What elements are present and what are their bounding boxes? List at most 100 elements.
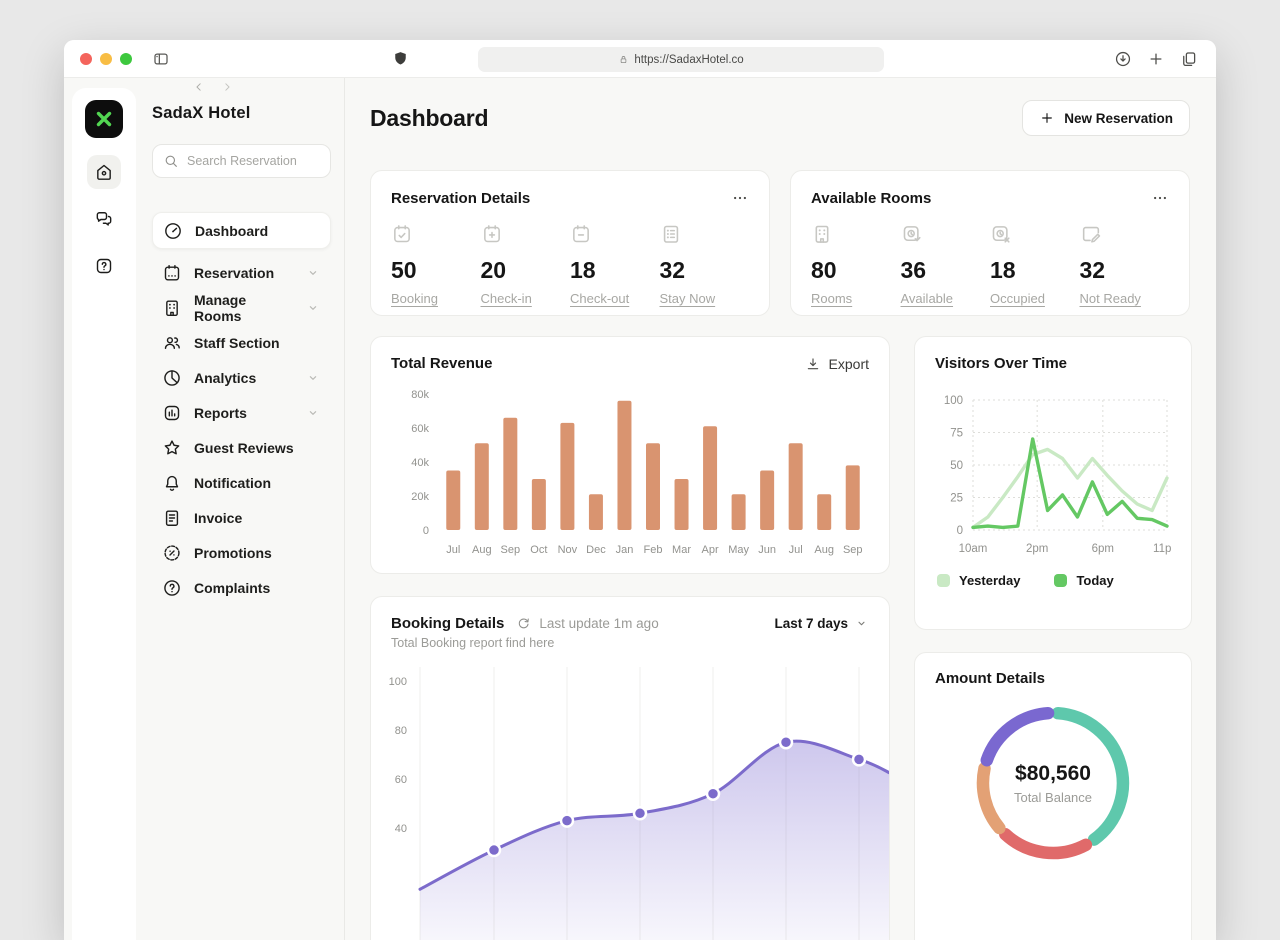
svg-text:May: May bbox=[728, 544, 749, 556]
zoom-window-button[interactable] bbox=[120, 53, 132, 65]
clipboard-edit-icon bbox=[1080, 223, 1102, 245]
chevron-down-icon[interactable] bbox=[305, 300, 321, 316]
export-button[interactable]: Export bbox=[805, 356, 869, 372]
sidebar-item-analytics[interactable]: Analytics bbox=[152, 360, 331, 395]
chrome-actions bbox=[1114, 50, 1198, 68]
rail-help-button[interactable] bbox=[87, 249, 121, 283]
legend-item-yesterday: Yesterday bbox=[937, 573, 1020, 588]
svg-text:80: 80 bbox=[395, 725, 407, 737]
stat-value: 50 bbox=[391, 257, 417, 283]
close-window-button[interactable] bbox=[80, 53, 92, 65]
stat-value: 18 bbox=[990, 257, 1016, 283]
svg-text:100: 100 bbox=[944, 395, 963, 407]
sidebar-item-reports[interactable]: Reports bbox=[152, 395, 331, 430]
sidebar-item-promotions[interactable]: Promotions bbox=[152, 535, 331, 570]
stat-value: 18 bbox=[570, 257, 596, 283]
sidebar-item-label: Dashboard bbox=[195, 222, 269, 239]
stat-label[interactable]: Occupied bbox=[990, 291, 1045, 306]
sidebar-item-label: Reservation bbox=[194, 264, 275, 281]
app-logo[interactable] bbox=[85, 100, 123, 138]
downloads-icon[interactable] bbox=[1114, 50, 1132, 68]
address-bar[interactable]: https://SadaxHotel.co bbox=[478, 47, 884, 72]
sidebar-item-dashboard[interactable]: Dashboard bbox=[152, 212, 331, 249]
privacy-shield-icon[interactable] bbox=[392, 50, 409, 67]
chart-legend: Yesterday Today bbox=[937, 573, 1171, 588]
date-range-dropdown[interactable]: Last 7 days bbox=[774, 616, 869, 631]
svg-text:60k: 60k bbox=[411, 423, 429, 435]
new-tab-icon[interactable] bbox=[1147, 50, 1165, 68]
building-icon bbox=[162, 298, 182, 318]
minimize-window-button[interactable] bbox=[100, 53, 112, 65]
card-title: Available Rooms bbox=[811, 189, 932, 207]
stat-label[interactable]: Not Ready bbox=[1079, 291, 1141, 306]
card-menu-button[interactable] bbox=[1151, 189, 1169, 207]
stat-label[interactable]: Available bbox=[900, 291, 954, 306]
sidebar-item-label: Staff Section bbox=[194, 334, 280, 351]
stat-rooms: 80 Rooms bbox=[811, 223, 901, 308]
svg-text:6pm: 6pm bbox=[1092, 543, 1114, 555]
refresh-icon[interactable] bbox=[516, 616, 531, 631]
svg-text:Jul: Jul bbox=[789, 544, 803, 556]
svg-text:Sep: Sep bbox=[501, 544, 521, 556]
chevron-down-icon[interactable] bbox=[305, 265, 321, 281]
reservation-details-card: Reservation Details 50 Booking bbox=[370, 170, 770, 316]
stat-stay-now: 32 Stay Now bbox=[660, 223, 750, 308]
search-icon bbox=[163, 153, 179, 169]
sidebar-item-label: Manage Rooms bbox=[194, 291, 247, 324]
bell-icon bbox=[162, 473, 182, 493]
svg-text:75: 75 bbox=[950, 428, 963, 440]
stat-value: 36 bbox=[900, 257, 927, 283]
sidebar-item-reservation[interactable]: Reservation bbox=[152, 255, 331, 290]
stat-label[interactable]: Stay Now bbox=[659, 291, 716, 306]
sidebar-item-notification[interactable]: Notification bbox=[152, 465, 331, 500]
help-square-icon bbox=[94, 256, 114, 276]
stat-label[interactable]: Check-out bbox=[570, 291, 630, 306]
search-box bbox=[152, 144, 331, 178]
sidebar-item-guest-reviews[interactable]: Guest Reviews bbox=[152, 430, 331, 465]
window-controls bbox=[80, 53, 132, 65]
clock-x-icon bbox=[990, 223, 1012, 245]
ellipsis-icon bbox=[731, 189, 749, 207]
ellipsis-icon bbox=[1151, 189, 1169, 207]
date-range-label: Last 7 days bbox=[774, 616, 848, 631]
rail-messages-button[interactable] bbox=[87, 202, 121, 236]
stat-check-out: 18 Check-out bbox=[570, 223, 660, 308]
rail-home-button[interactable] bbox=[87, 155, 121, 189]
sidebar-item-manage-rooms[interactable]: Manage Rooms bbox=[152, 290, 331, 325]
search-input[interactable] bbox=[187, 154, 317, 168]
sidebar-item-label: Notification bbox=[194, 474, 271, 491]
total-balance-value: $80,560 bbox=[1015, 761, 1091, 785]
back-chevron-icon[interactable] bbox=[192, 80, 206, 94]
invoice-icon bbox=[162, 508, 182, 528]
new-reservation-button[interactable]: New Reservation bbox=[1022, 100, 1190, 136]
svg-text:Nov: Nov bbox=[558, 544, 578, 556]
stat-label[interactable]: Booking bbox=[391, 291, 438, 306]
sidebar-item-invoice[interactable]: Invoice bbox=[152, 500, 331, 535]
sidebar-item-staff-section[interactable]: Staff Section bbox=[152, 325, 331, 360]
forward-chevron-icon[interactable] bbox=[220, 80, 234, 94]
amount-details-card: Amount Details $80,560 Total Balance bbox=[914, 652, 1192, 940]
sidebar-item-label: Promotions bbox=[194, 544, 272, 561]
svg-text:11pm: 11pm bbox=[1153, 543, 1171, 555]
svg-text:2pm: 2pm bbox=[1026, 543, 1048, 555]
svg-text:Aug: Aug bbox=[814, 544, 834, 556]
new-reservation-label: New Reservation bbox=[1064, 110, 1173, 126]
card-menu-button[interactable] bbox=[731, 189, 749, 207]
sidebar-toggle-icon[interactable] bbox=[152, 50, 170, 68]
sidebar-item-complaints[interactable]: Complaints bbox=[152, 570, 331, 605]
stat-not-ready: 32 Not Ready bbox=[1080, 223, 1170, 308]
stat-label[interactable]: Rooms bbox=[811, 291, 853, 306]
visitors-over-time-card: Visitors Over Time 0 25 50 75 100 10am 2pm 6pm 1… bbox=[914, 336, 1192, 630]
history-nav bbox=[192, 80, 331, 94]
x-logo-icon bbox=[92, 107, 116, 131]
tab-overview-icon[interactable] bbox=[1180, 50, 1198, 68]
svg-text:80k: 80k bbox=[411, 389, 429, 401]
visitors-line-chart: 0 25 50 75 100 10am 2pm 6pm 11pm bbox=[944, 395, 1181, 555]
sidebar-item-label: Complaints bbox=[194, 579, 271, 596]
stat-label[interactable]: Check-in bbox=[480, 291, 532, 306]
chevron-down-icon[interactable] bbox=[305, 370, 321, 386]
chevron-down-icon[interactable] bbox=[305, 405, 321, 421]
building-icon bbox=[811, 223, 833, 245]
people-icon bbox=[162, 333, 182, 353]
total-balance-label: Total Balance bbox=[1013, 789, 1093, 805]
